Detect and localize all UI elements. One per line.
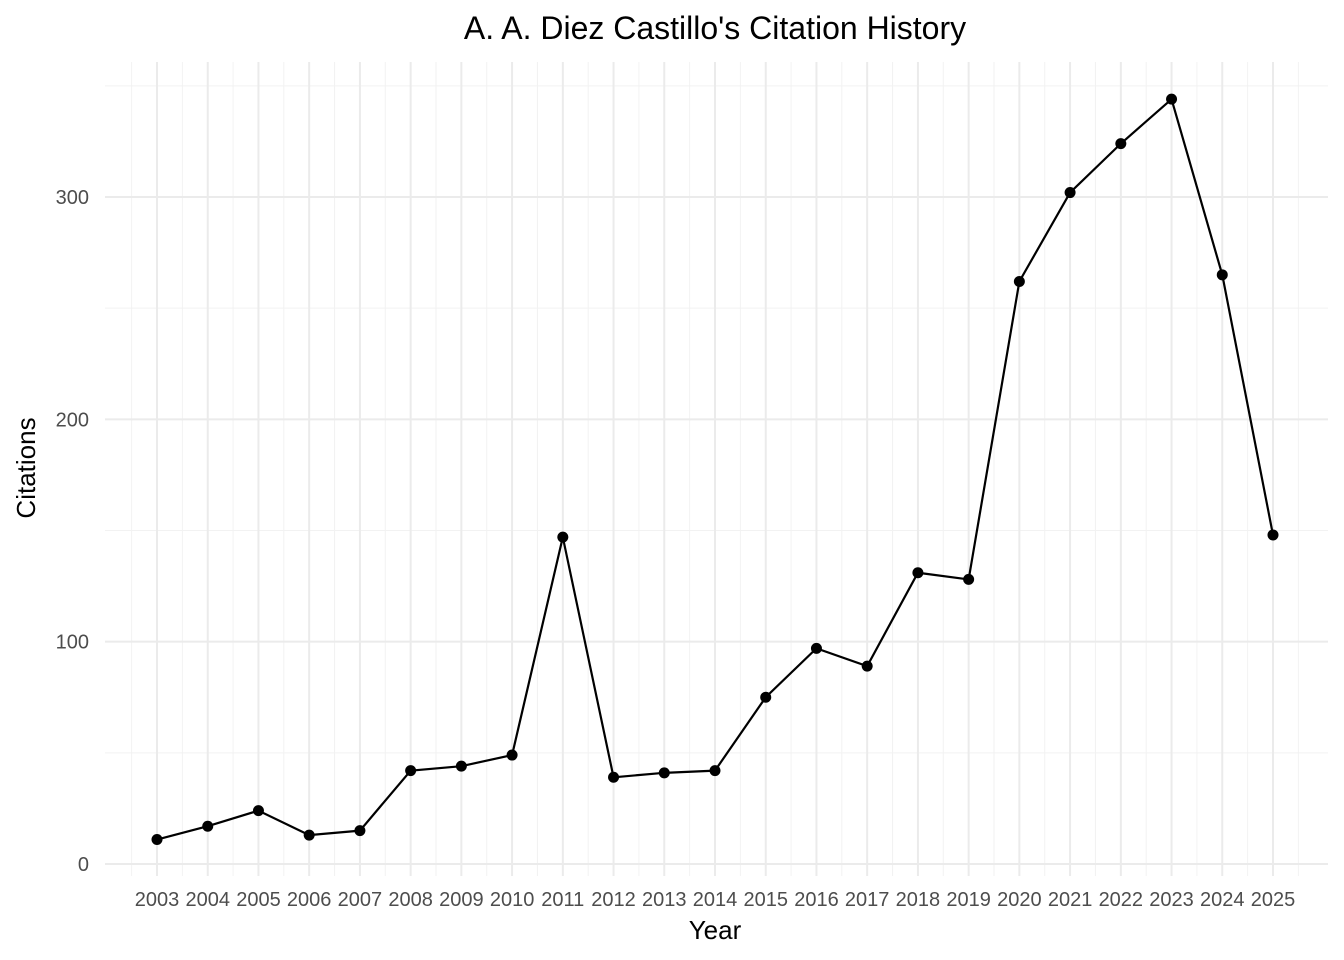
y-tick-label: 300 <box>56 187 89 209</box>
data-point-2021 <box>1064 187 1076 199</box>
y-axis-title: Citations <box>11 417 41 518</box>
x-tick-label: 2007 <box>338 889 383 911</box>
data-point-2014 <box>709 765 721 777</box>
y-axis-tick-labels: 0 100 200 300 <box>56 187 89 876</box>
data-point-2004 <box>202 820 214 832</box>
grid-layer <box>105 62 1328 876</box>
x-axis-title: Year <box>689 915 742 945</box>
x-tick-label: 2017 <box>845 889 890 911</box>
data-point-2015 <box>760 691 772 703</box>
x-tick-label: 2014 <box>693 889 738 911</box>
x-tick-label: 2019 <box>946 889 991 911</box>
data-point-2007 <box>354 825 366 837</box>
y-tick-label: 100 <box>56 632 89 654</box>
data-point-2020 <box>1013 275 1025 287</box>
x-tick-label: 2021 <box>1048 889 1093 911</box>
data-point-2023 <box>1166 93 1178 105</box>
data-point-2016 <box>810 642 822 654</box>
data-point-2025 <box>1267 529 1279 541</box>
x-tick-label: 2006 <box>287 889 332 911</box>
x-tick-label: 2022 <box>1099 889 1144 911</box>
x-tick-label: 2008 <box>388 889 433 911</box>
data-point-2013 <box>658 767 670 779</box>
data-point-2009 <box>455 760 467 772</box>
points-layer <box>151 93 1279 846</box>
y-tick-label: 200 <box>56 409 89 431</box>
data-point-2022 <box>1115 138 1127 150</box>
data-point-2018 <box>912 567 924 579</box>
data-point-2006 <box>303 829 315 841</box>
x-tick-label: 2023 <box>1149 889 1194 911</box>
x-tick-label: 2025 <box>1251 889 1296 911</box>
x-tick-label: 2016 <box>794 889 839 911</box>
data-point-2003 <box>151 834 163 846</box>
x-tick-label: 2003 <box>135 889 180 911</box>
x-tick-label: 2013 <box>642 889 687 911</box>
x-tick-label: 2011 <box>541 889 584 911</box>
x-tick-label: 2010 <box>490 889 535 911</box>
y-tick-label: 0 <box>78 854 89 876</box>
data-point-2024 <box>1216 269 1228 281</box>
chart-title: A. A. Diez Castillo's Citation History <box>464 10 966 46</box>
data-point-2005 <box>252 805 264 817</box>
x-tick-label: 2018 <box>896 889 941 911</box>
x-tick-label: 2015 <box>743 889 788 911</box>
x-tick-label: 2012 <box>591 889 636 911</box>
x-tick-label: 2020 <box>997 889 1042 911</box>
x-tick-label: 2024 <box>1200 889 1245 911</box>
data-point-2017 <box>861 660 873 672</box>
x-axis-tick-labels: 2003 2004 2005 2006 2007 2008 2009 2010 2011 2012… <box>135 889 1296 911</box>
data-point-2008 <box>405 765 417 777</box>
x-tick-label: 2009 <box>439 889 484 911</box>
data-point-2011 <box>557 531 569 543</box>
x-tick-label: 2005 <box>236 889 281 911</box>
data-point-2010 <box>506 749 518 761</box>
data-point-2019 <box>963 573 975 585</box>
data-point-2012 <box>608 771 620 783</box>
x-tick-label: 2004 <box>185 889 230 911</box>
